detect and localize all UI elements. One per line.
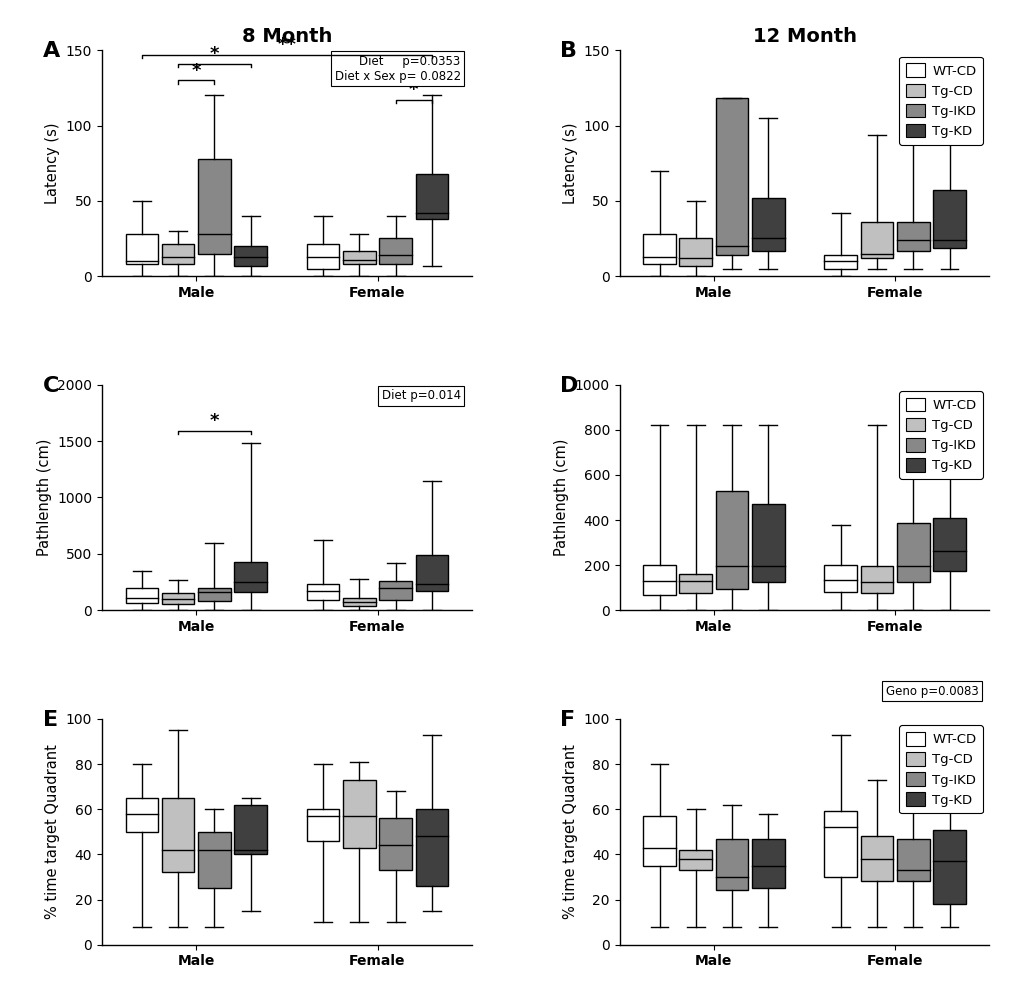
Bar xyxy=(715,98,748,255)
Bar xyxy=(643,565,676,595)
Bar xyxy=(162,593,195,604)
Bar xyxy=(679,574,711,594)
Bar xyxy=(823,811,856,877)
Bar xyxy=(415,809,447,886)
Bar xyxy=(643,234,676,264)
Legend: WT-CD, Tg-CD, Tg-IKD, Tg-KD: WT-CD, Tg-CD, Tg-IKD, Tg-KD xyxy=(898,57,982,145)
Bar xyxy=(896,222,928,250)
Bar xyxy=(715,838,748,890)
Text: **: ** xyxy=(277,36,297,54)
Text: *: * xyxy=(192,61,201,79)
Bar xyxy=(234,805,267,854)
Title: 12 Month: 12 Month xyxy=(752,27,856,46)
Title: 8 Month: 8 Month xyxy=(242,27,332,46)
Bar xyxy=(198,588,230,601)
Bar xyxy=(415,174,447,219)
Bar xyxy=(896,838,928,881)
Y-axis label: Pathlength (cm): Pathlength (cm) xyxy=(553,439,569,556)
Bar xyxy=(342,250,375,264)
Bar xyxy=(379,238,412,264)
Bar xyxy=(823,255,856,268)
Bar xyxy=(342,598,375,606)
Bar xyxy=(307,809,339,841)
Bar xyxy=(234,562,267,592)
Text: *: * xyxy=(210,412,219,430)
Bar xyxy=(932,829,965,905)
Bar xyxy=(751,838,784,888)
Text: C: C xyxy=(43,376,59,396)
Y-axis label: % time target Quadrant: % time target Quadrant xyxy=(562,745,578,920)
Bar xyxy=(198,832,230,888)
Bar xyxy=(307,244,339,268)
Bar xyxy=(307,584,339,600)
Bar xyxy=(162,244,195,264)
Text: E: E xyxy=(43,710,58,730)
Bar xyxy=(342,780,375,847)
Bar xyxy=(860,567,893,594)
Y-axis label: Pathlength (cm): Pathlength (cm) xyxy=(37,439,52,556)
Bar xyxy=(379,581,412,600)
Bar xyxy=(125,234,158,264)
Bar xyxy=(751,505,784,582)
Bar xyxy=(415,555,447,591)
Bar xyxy=(198,159,230,253)
Text: *: * xyxy=(409,81,418,99)
Y-axis label: Latency (s): Latency (s) xyxy=(562,123,578,204)
Bar xyxy=(751,198,784,250)
Bar xyxy=(234,246,267,265)
Text: *: * xyxy=(210,45,219,63)
Bar xyxy=(932,190,965,247)
Bar xyxy=(860,222,893,258)
Y-axis label: Latency (s): Latency (s) xyxy=(45,123,60,204)
Bar xyxy=(896,524,928,582)
Bar xyxy=(125,798,158,832)
Text: Geno p=0.0083: Geno p=0.0083 xyxy=(884,685,977,697)
Bar xyxy=(932,518,965,571)
Text: Diet     p=0.0353
Diet x Sex p= 0.0822: Diet p=0.0353 Diet x Sex p= 0.0822 xyxy=(334,54,461,82)
Bar xyxy=(679,850,711,870)
Bar xyxy=(823,565,856,592)
Text: Diet p=0.014: Diet p=0.014 xyxy=(381,389,461,402)
Bar xyxy=(125,588,158,603)
Bar xyxy=(679,238,711,265)
Text: F: F xyxy=(560,710,575,730)
Text: A: A xyxy=(43,41,60,61)
Bar xyxy=(643,816,676,865)
Bar xyxy=(715,490,748,589)
Text: D: D xyxy=(560,376,579,396)
Bar xyxy=(379,818,412,870)
Y-axis label: % time target Quadrant: % time target Quadrant xyxy=(45,745,60,920)
Text: B: B xyxy=(560,41,577,61)
Legend: WT-CD, Tg-CD, Tg-IKD, Tg-KD: WT-CD, Tg-CD, Tg-IKD, Tg-KD xyxy=(898,726,982,813)
Bar xyxy=(860,836,893,881)
Legend: WT-CD, Tg-CD, Tg-IKD, Tg-KD: WT-CD, Tg-CD, Tg-IKD, Tg-KD xyxy=(898,391,982,479)
Bar xyxy=(162,798,195,872)
